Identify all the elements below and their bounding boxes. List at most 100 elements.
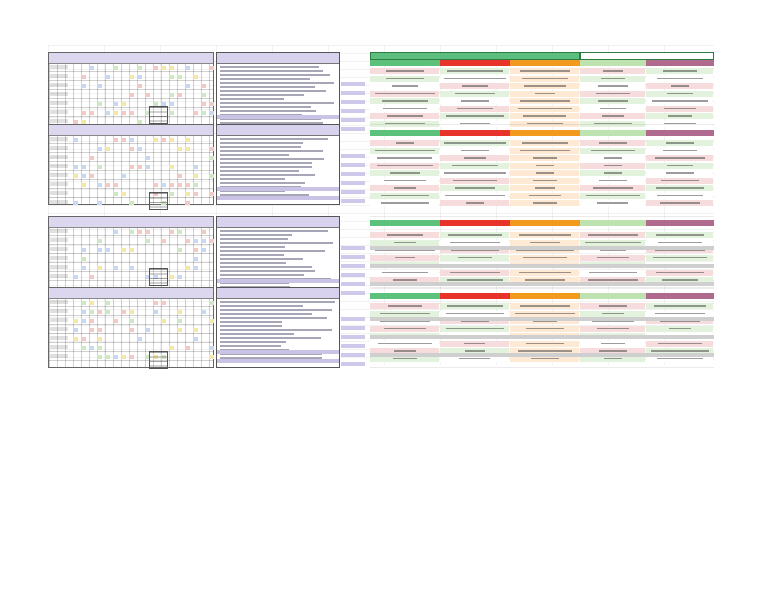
comparison-cell[interactable] (440, 254, 509, 261)
comparison-cell[interactable] (580, 68, 645, 74)
notes-panel[interactable] (216, 124, 340, 205)
schedule-cell-mark[interactable] (153, 102, 158, 106)
schedule-cell-mark[interactable] (81, 75, 86, 79)
schedule-cell-mark[interactable] (113, 230, 118, 234)
schedule-cell-mark[interactable] (105, 248, 110, 252)
comparison-cell[interactable] (646, 269, 713, 276)
schedule-cell-mark[interactable] (129, 248, 134, 252)
schedule-cell-mark[interactable] (137, 66, 142, 70)
comparison-table[interactable] (370, 52, 714, 133)
comparison-cell[interactable] (646, 239, 713, 246)
schedule-cell-mark[interactable] (121, 111, 126, 115)
comparison-cell[interactable] (510, 239, 579, 246)
comparison-cell[interactable] (440, 340, 509, 347)
comparison-cell[interactable] (510, 185, 579, 191)
comparison-cell[interactable] (370, 90, 439, 97)
comparison-cell[interactable] (440, 185, 509, 191)
comparison-cell[interactable] (646, 348, 713, 354)
schedule-cell-mark[interactable] (169, 66, 174, 70)
comparison-cell[interactable] (370, 355, 439, 362)
comparison-cell[interactable] (580, 155, 645, 161)
schedule-cell-mark[interactable] (97, 84, 102, 88)
comparison-cell[interactable] (580, 90, 645, 97)
schedule-cell-mark[interactable] (201, 93, 206, 97)
schedule-cell-mark[interactable] (81, 165, 86, 169)
schedule-cell-mark[interactable] (129, 355, 134, 359)
schedule-cell-mark[interactable] (177, 319, 182, 323)
schedule-cell-mark[interactable] (73, 337, 78, 341)
schedule-cell-mark[interactable] (113, 102, 118, 106)
schedule-cell-mark[interactable] (137, 147, 142, 151)
comparison-cell[interactable] (440, 162, 509, 169)
comparison-cell[interactable] (370, 177, 439, 184)
schedule-cell-mark[interactable] (161, 102, 166, 106)
schedule-cell-mark[interactable] (193, 165, 198, 169)
comparison-cell[interactable] (510, 90, 579, 97)
schedule-cell-mark[interactable] (169, 165, 174, 169)
comparison-cell[interactable] (510, 254, 579, 261)
comparison-cell[interactable] (370, 310, 439, 317)
schedule-cell-mark[interactable] (201, 248, 206, 252)
comparison-cell[interactable] (510, 113, 579, 119)
schedule-cell-mark[interactable] (169, 183, 174, 187)
comparison-cell[interactable] (370, 113, 439, 119)
schedule-cell-mark[interactable] (177, 75, 182, 79)
schedule-cell-mark[interactable] (105, 183, 110, 187)
schedule-cell-mark[interactable] (129, 111, 134, 115)
schedule-cell-mark[interactable] (185, 66, 190, 70)
schedule-cell-mark[interactable] (129, 266, 134, 270)
comparison-cell[interactable] (646, 105, 713, 112)
schedule-cell-mark[interactable] (97, 239, 102, 243)
comparison-cell[interactable] (646, 254, 713, 261)
comparison-cell[interactable] (510, 348, 579, 354)
schedule-cell-mark[interactable] (193, 328, 198, 332)
schedule-cell-mark[interactable] (185, 84, 190, 88)
schedule-cell-mark[interactable] (89, 301, 94, 305)
schedule-cell-mark[interactable] (97, 266, 102, 270)
comparison-cell[interactable] (370, 68, 439, 74)
schedule-cell-mark[interactable] (105, 355, 110, 359)
schedule-cell-mark[interactable] (81, 346, 86, 350)
comparison-cell[interactable] (646, 177, 713, 184)
comparison-cell[interactable] (646, 340, 713, 347)
comparison-cell[interactable] (440, 355, 509, 362)
schedule-cell-mark[interactable] (209, 102, 214, 106)
comparison-cell[interactable] (580, 355, 645, 362)
schedule-cell-mark[interactable] (89, 66, 94, 70)
comparison-cell[interactable] (580, 105, 645, 112)
comparison-cell[interactable] (646, 170, 713, 176)
comparison-cell[interactable] (646, 98, 713, 104)
schedule-grid[interactable] (48, 124, 214, 205)
comparison-cell[interactable] (440, 140, 509, 146)
schedule-cell-mark[interactable] (177, 310, 182, 314)
schedule-cell-mark[interactable] (169, 102, 174, 106)
schedule-cell-mark[interactable] (201, 230, 206, 234)
comparison-cell[interactable] (580, 232, 645, 238)
schedule-cell-mark[interactable] (153, 275, 158, 279)
schedule-cell-mark[interactable] (201, 239, 206, 243)
comparison-cell[interactable] (580, 162, 645, 169)
schedule-cell-mark[interactable] (81, 174, 86, 178)
comparison-cell[interactable] (370, 325, 439, 332)
comparison-cell[interactable] (580, 200, 645, 206)
comparison-cell[interactable] (370, 162, 439, 169)
schedule-cell-mark[interactable] (97, 355, 102, 359)
comparison-cell[interactable] (580, 348, 645, 354)
schedule-cell-mark[interactable] (145, 230, 150, 234)
schedule-cell-mark[interactable] (97, 248, 102, 252)
comparison-cell[interactable] (510, 162, 579, 169)
schedule-grid[interactable] (48, 52, 214, 133)
schedule-cell-mark[interactable] (193, 192, 198, 196)
comparison-cell[interactable] (440, 113, 509, 119)
schedule-cell-mark[interactable] (193, 239, 198, 243)
schedule-cell-mark[interactable] (209, 239, 214, 243)
comparison-cell[interactable] (580, 185, 645, 191)
schedule-cell-mark[interactable] (113, 192, 118, 196)
schedule-cell-mark[interactable] (129, 310, 134, 314)
schedule-cell-mark[interactable] (161, 183, 166, 187)
schedule-cell-mark[interactable] (137, 230, 142, 234)
comparison-cell[interactable] (440, 90, 509, 97)
comparison-cell[interactable] (580, 340, 645, 347)
comparison-cell[interactable] (440, 232, 509, 238)
schedule-cell-mark[interactable] (113, 355, 118, 359)
